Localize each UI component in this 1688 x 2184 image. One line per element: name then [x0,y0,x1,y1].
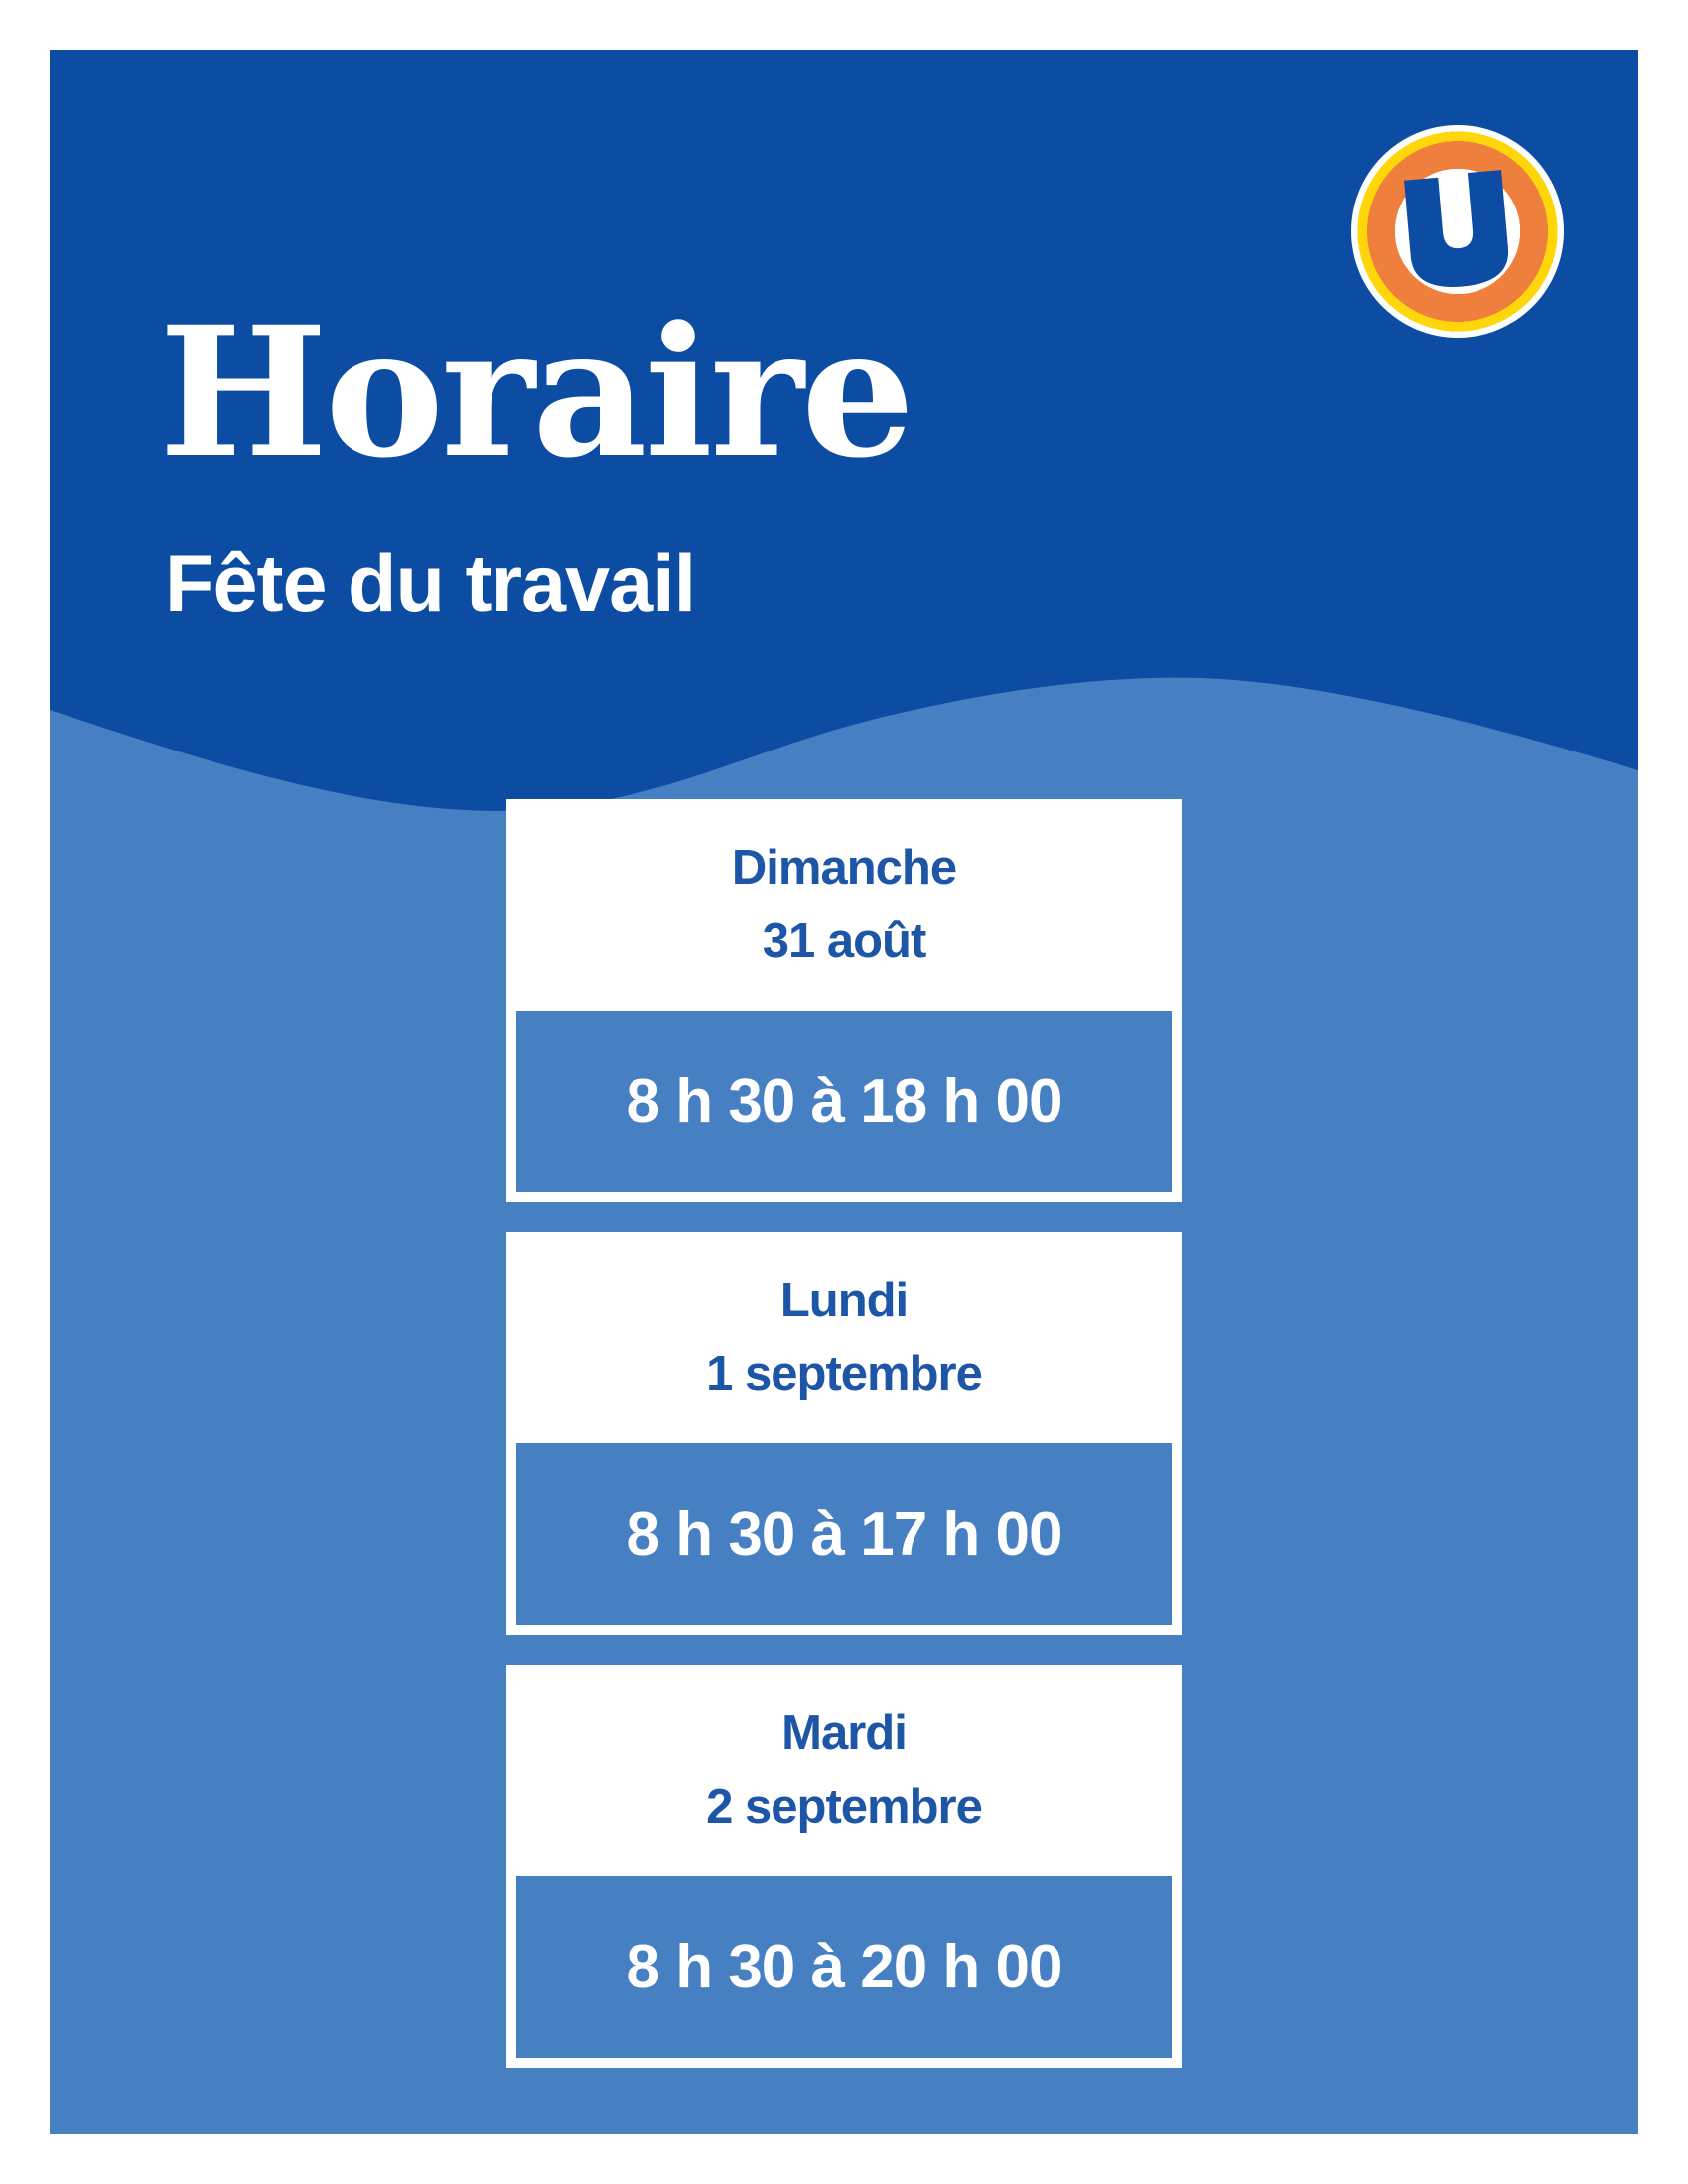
schedule-card-sunday: Dimanche 31 août 8 h 30 à 18 h 00 [506,799,1182,1202]
page-title: Horaire [159,288,914,497]
card-day-block: Lundi 1 septembre [506,1232,1182,1443]
card-day-block: Dimanche 31 août [506,799,1182,1011]
day-name: Mardi [781,1706,908,1760]
day-name: Lundi [779,1274,909,1327]
schedule-card-tuesday: Mardi 2 septembre 8 h 30 à 20 h 00 [506,1665,1182,2068]
page-subtitle: Fête du travail [165,539,696,628]
hours-text: 8 h 30 à 17 h 00 [626,1500,1063,1569]
u-letter-icon [1404,170,1508,287]
schedule-card-list: Dimanche 31 août 8 h 30 à 18 h 00 Lundi … [506,799,1182,2068]
hours-bar: 8 h 30 à 17 h 00 [516,1443,1172,1625]
day-date: 31 août [762,913,927,968]
day-date: 2 septembre [706,1779,983,1834]
hours-text: 8 h 30 à 20 h 00 [626,1933,1063,2001]
header-wave-shape [50,50,1638,811]
brand-logo [1351,125,1564,338]
card-day-block: Mardi 2 septembre [506,1665,1182,1876]
hours-bar: 8 h 30 à 20 h 00 [516,1876,1172,2058]
day-date: 1 septembre [706,1346,983,1401]
schedule-card-monday: Lundi 1 septembre 8 h 30 à 17 h 00 [506,1232,1182,1635]
hours-bar: 8 h 30 à 18 h 00 [516,1011,1172,1192]
poster-content: Horaire Fête du travail Dimanche 31 août… [50,50,1638,2134]
hours-text: 8 h 30 à 18 h 00 [626,1067,1063,1136]
day-name: Dimanche [731,841,957,894]
